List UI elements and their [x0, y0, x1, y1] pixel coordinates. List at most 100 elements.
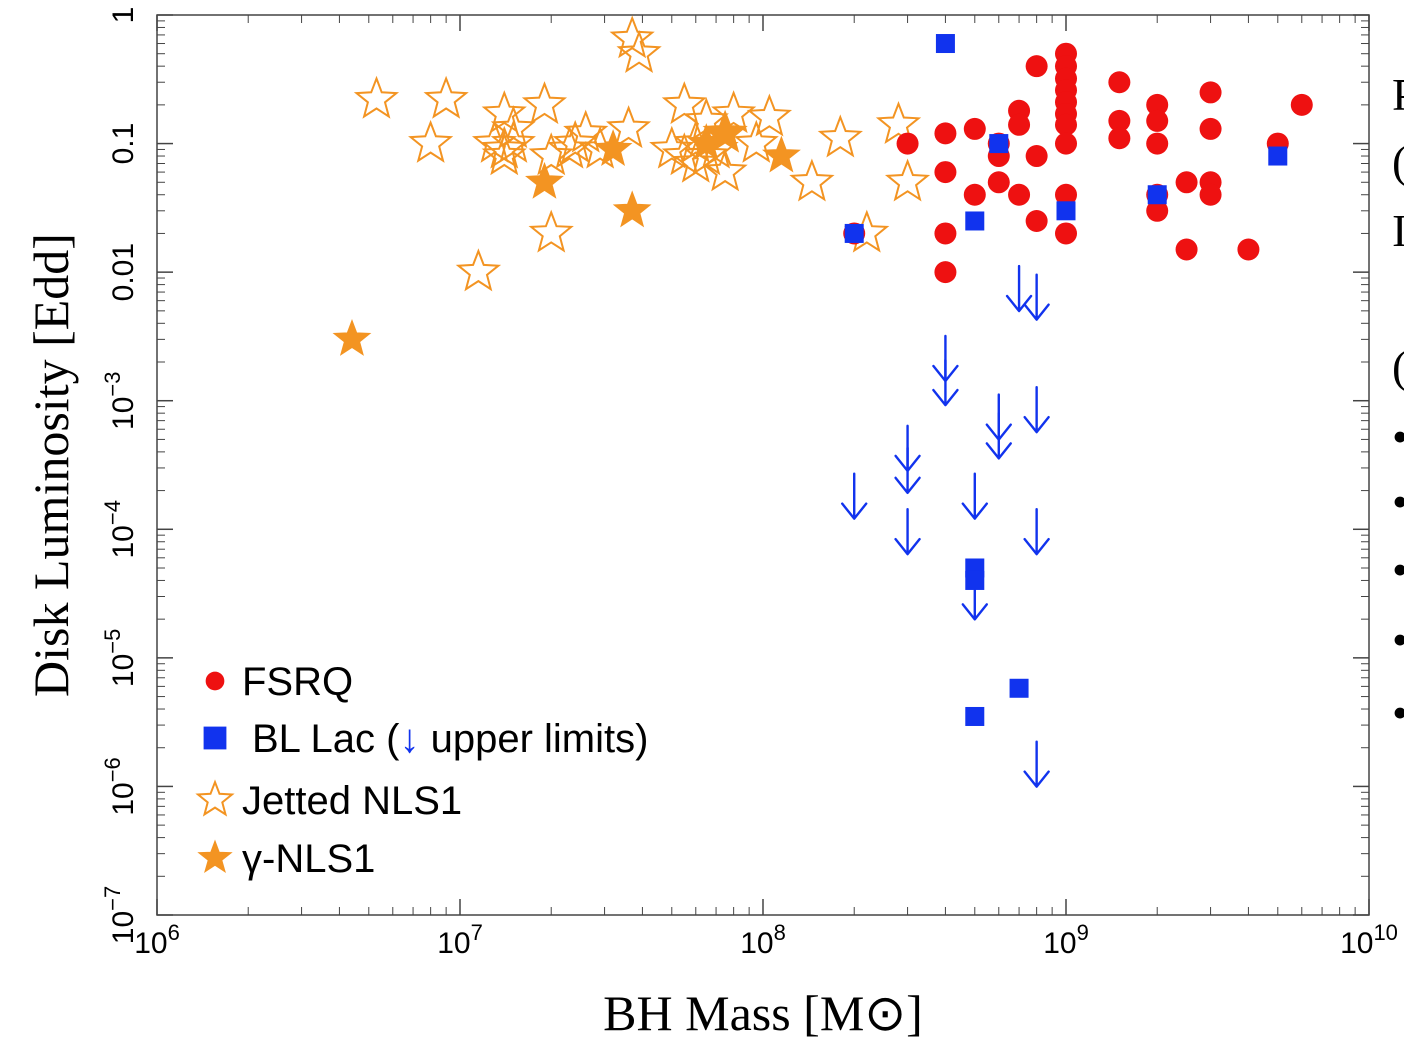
legend-item-fsrq-marker	[205, 671, 225, 691]
bllac-point	[1268, 146, 1288, 166]
side-text-fragment: P (I (• • • • •	[1392, 69, 1404, 738]
side-text-line: •	[1392, 476, 1404, 527]
jetted-nls1-star	[552, 119, 598, 163]
side-text-line: •	[1392, 411, 1404, 462]
x-tick-label: 106	[134, 920, 180, 960]
fsrq-point	[1008, 113, 1031, 136]
fsrq-point	[1146, 93, 1169, 116]
fsrq-point	[1025, 55, 1048, 78]
fsrq-point	[987, 171, 1010, 194]
bllac-upper-limit-arrow	[1023, 507, 1050, 556]
jetted-nls1-star	[711, 90, 757, 134]
x-tick-label: 107	[437, 920, 483, 960]
jetted-nls1-star	[609, 15, 655, 59]
y-tick-label: 1	[107, 7, 140, 24]
jetted-nls1-star	[875, 101, 922, 145]
legend-item-bllac-marker	[203, 726, 227, 750]
bllac-upper-limit-arrow	[1005, 264, 1033, 313]
bllac-point	[965, 211, 985, 231]
jetted-nls1-star	[616, 29, 662, 73]
gamma-nls1-star	[761, 135, 801, 173]
fsrq-point	[1175, 238, 1198, 261]
bllac-upper-limit-arrow	[1023, 740, 1050, 788]
jetted-nls1-star	[471, 119, 518, 163]
jetted-nls1-star	[408, 119, 454, 163]
data-markers	[332, 15, 1313, 788]
legend-item-gamma-nls1-label: γ-NLS1	[242, 837, 375, 881]
bllac-upper-limit-arrow	[1023, 273, 1050, 321]
side-text-line: •	[1392, 687, 1404, 738]
bllac-point	[1056, 201, 1076, 221]
y-tick-label: 10−4	[100, 500, 140, 558]
bllac-upper-limit-arrow	[841, 472, 868, 520]
fsrq-point	[896, 132, 919, 155]
side-text-line: (	[1392, 136, 1404, 187]
fsrq-point	[1199, 183, 1222, 206]
side-text-line: •	[1392, 614, 1404, 665]
major-ticks	[156, 14, 1370, 916]
y-tick-label: 10−7	[100, 886, 140, 944]
jetted-nls1-star	[521, 81, 568, 125]
bllac-point	[1147, 185, 1167, 205]
fsrq-point	[1237, 238, 1260, 261]
fsrq-point	[1146, 109, 1169, 132]
x-tick-label: 108	[740, 920, 786, 960]
y-tick-label: 0.01	[107, 243, 140, 301]
fsrq-point	[1175, 171, 1198, 194]
fsrq-point	[934, 222, 957, 245]
bllac-point	[1009, 678, 1029, 698]
y-tick-label: 10−5	[100, 629, 140, 687]
fsrq-point	[1055, 183, 1077, 206]
legend-item-jetted-nls1-marker	[195, 779, 235, 817]
legend-item-fsrq-label: FSRQ	[242, 660, 353, 704]
jetted-nls1-star	[481, 132, 527, 176]
fsrq-point	[1146, 132, 1169, 155]
jetted-nls1-star	[702, 148, 748, 192]
bllac-point	[965, 570, 985, 590]
legend: FSRQ BL Lac (↓ upper limits) Jetted NLS1 γ-…	[195, 660, 648, 881]
bllac-upper-limit-arrow	[961, 472, 988, 520]
bllac-upper-limit-arrow	[894, 507, 921, 556]
jetted-nls1-star	[746, 93, 793, 137]
jetted-nls1-star	[605, 105, 652, 149]
fsrq-point	[1199, 81, 1222, 104]
jetted-nls1-star	[455, 248, 502, 292]
fsrq-point	[1108, 127, 1131, 150]
gamma-nls1-star	[332, 318, 372, 356]
y-tick-label: 10−3	[100, 371, 140, 429]
jetted-nls1-star	[423, 75, 469, 119]
fsrq-point	[934, 122, 957, 145]
fsrq-point	[1108, 71, 1131, 94]
fsrq-point	[1055, 113, 1077, 136]
fsrq-point	[963, 183, 986, 206]
gamma-nls1-star	[593, 129, 633, 166]
fsrq-point	[1199, 117, 1222, 140]
fsrq-point	[1008, 183, 1031, 206]
fsrq-point	[1055, 222, 1077, 245]
fsrq-point	[1025, 145, 1048, 168]
bllac-point	[844, 223, 864, 243]
gamma-nls1-star	[612, 190, 652, 228]
gamma-nls1-star	[525, 161, 564, 199]
x-tick-labels: 106 107 108 109 1010	[134, 920, 1398, 960]
y-tick-label: 0.1	[107, 123, 140, 165]
bllac-point	[935, 34, 955, 54]
jetted-nls1-star	[817, 114, 863, 158]
bllac-point	[965, 706, 985, 726]
jetted-nls1-star	[733, 119, 779, 163]
fsrq-point	[1290, 93, 1313, 116]
fsrq-point	[1108, 109, 1131, 132]
fsrq-point	[934, 261, 957, 284]
jetted-nls1-star	[490, 119, 536, 163]
bllac-upper-limit-arrow	[894, 446, 921, 495]
y-tick-labels: 10−7 10−6 10−5 10−4 10−3 0.01 0.1 1	[100, 7, 140, 945]
fsrq-point	[1055, 132, 1077, 155]
bllac-upper-limit-arrow	[932, 358, 959, 407]
jetted-nls1-star	[528, 209, 574, 253]
side-text-line: P	[1392, 69, 1404, 120]
minor-ticks	[157, 15, 1369, 915]
side-text-line: (	[1392, 341, 1404, 392]
x-axis-title: BH Mass [M⊙]	[603, 985, 923, 1041]
jetted-nls1-star	[490, 105, 536, 149]
